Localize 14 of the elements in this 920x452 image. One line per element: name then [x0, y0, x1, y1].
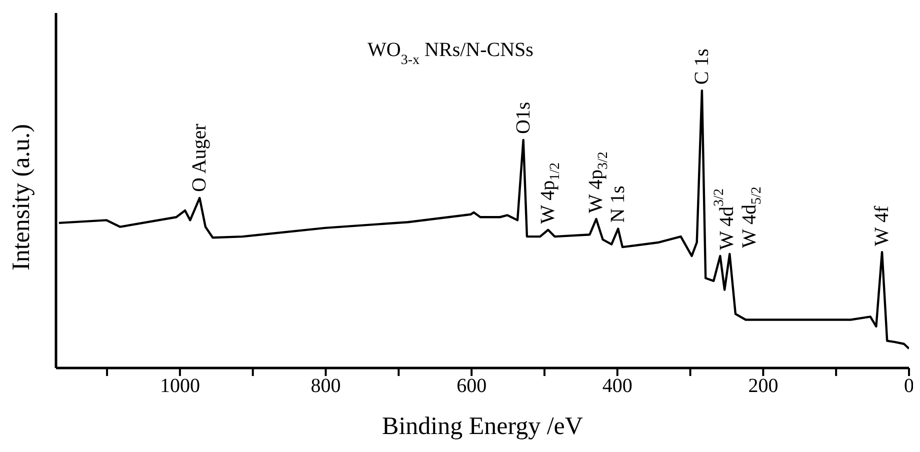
annotation: O1s	[512, 102, 534, 134]
annotation: W 4f	[871, 206, 894, 246]
x-tick-label: 600	[456, 375, 487, 398]
x-tick-label: 0	[904, 375, 914, 398]
annotation: O Auger	[188, 123, 211, 192]
x-tick-label: 800	[310, 375, 341, 398]
x-tick-label: 1000	[160, 375, 200, 398]
chart-title: WO$_{3-x}$ NRs/N-CNSs	[368, 39, 534, 68]
annotation: N 1s	[607, 185, 630, 223]
y-axis-title: Intensity (a.u.)	[8, 124, 35, 270]
x-tick-label: 200	[748, 375, 778, 398]
x-axis-title: Binding Energy /eV	[382, 413, 583, 440]
x-tick-label: 400	[602, 375, 632, 398]
annotation: C 1s	[690, 48, 713, 85]
